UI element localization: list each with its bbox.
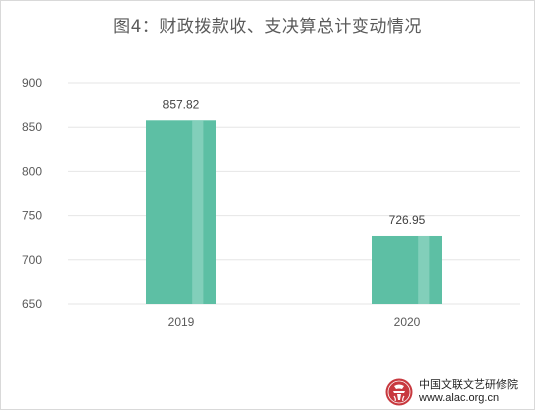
y-tick-label: 650: [22, 297, 42, 311]
bar-highlight: [418, 235, 430, 304]
chart-title: 图4：财政拨款收、支决算总计变动情况: [113, 17, 422, 37]
watermark-org: 中国文联文艺研修院: [419, 378, 518, 391]
y-tick-label: 700: [22, 253, 42, 267]
x-axis-ticks: 2019 2020: [168, 315, 421, 329]
x-tick-label: 2020: [394, 315, 421, 329]
y-tick-label: 800: [22, 164, 42, 178]
y-tick-label: 900: [22, 76, 42, 90]
watermark-url: www.alac.org.cn: [419, 392, 500, 404]
bar-highlight: [192, 120, 204, 305]
x-tick-label: 2019: [168, 315, 195, 329]
grid-lines: [68, 82, 520, 305]
y-axis-ticks: 650 700 750 800 850 900: [22, 76, 42, 311]
data-label: 857.82: [163, 97, 200, 111]
bar-2019: [146, 120, 216, 305]
bar-rect: [146, 120, 216, 305]
bar-rect: [372, 235, 442, 304]
data-label: 726.95: [389, 213, 426, 227]
y-tick-label: 750: [22, 209, 42, 223]
watermark: 中国文联文艺研修院 www.alac.org.cn: [384, 374, 534, 410]
y-tick-label: 850: [22, 120, 42, 134]
data-labels: 857.82 726.95: [163, 97, 426, 227]
bars: [146, 120, 442, 305]
bar-2020: [372, 235, 442, 304]
seal-icon: [385, 378, 413, 406]
